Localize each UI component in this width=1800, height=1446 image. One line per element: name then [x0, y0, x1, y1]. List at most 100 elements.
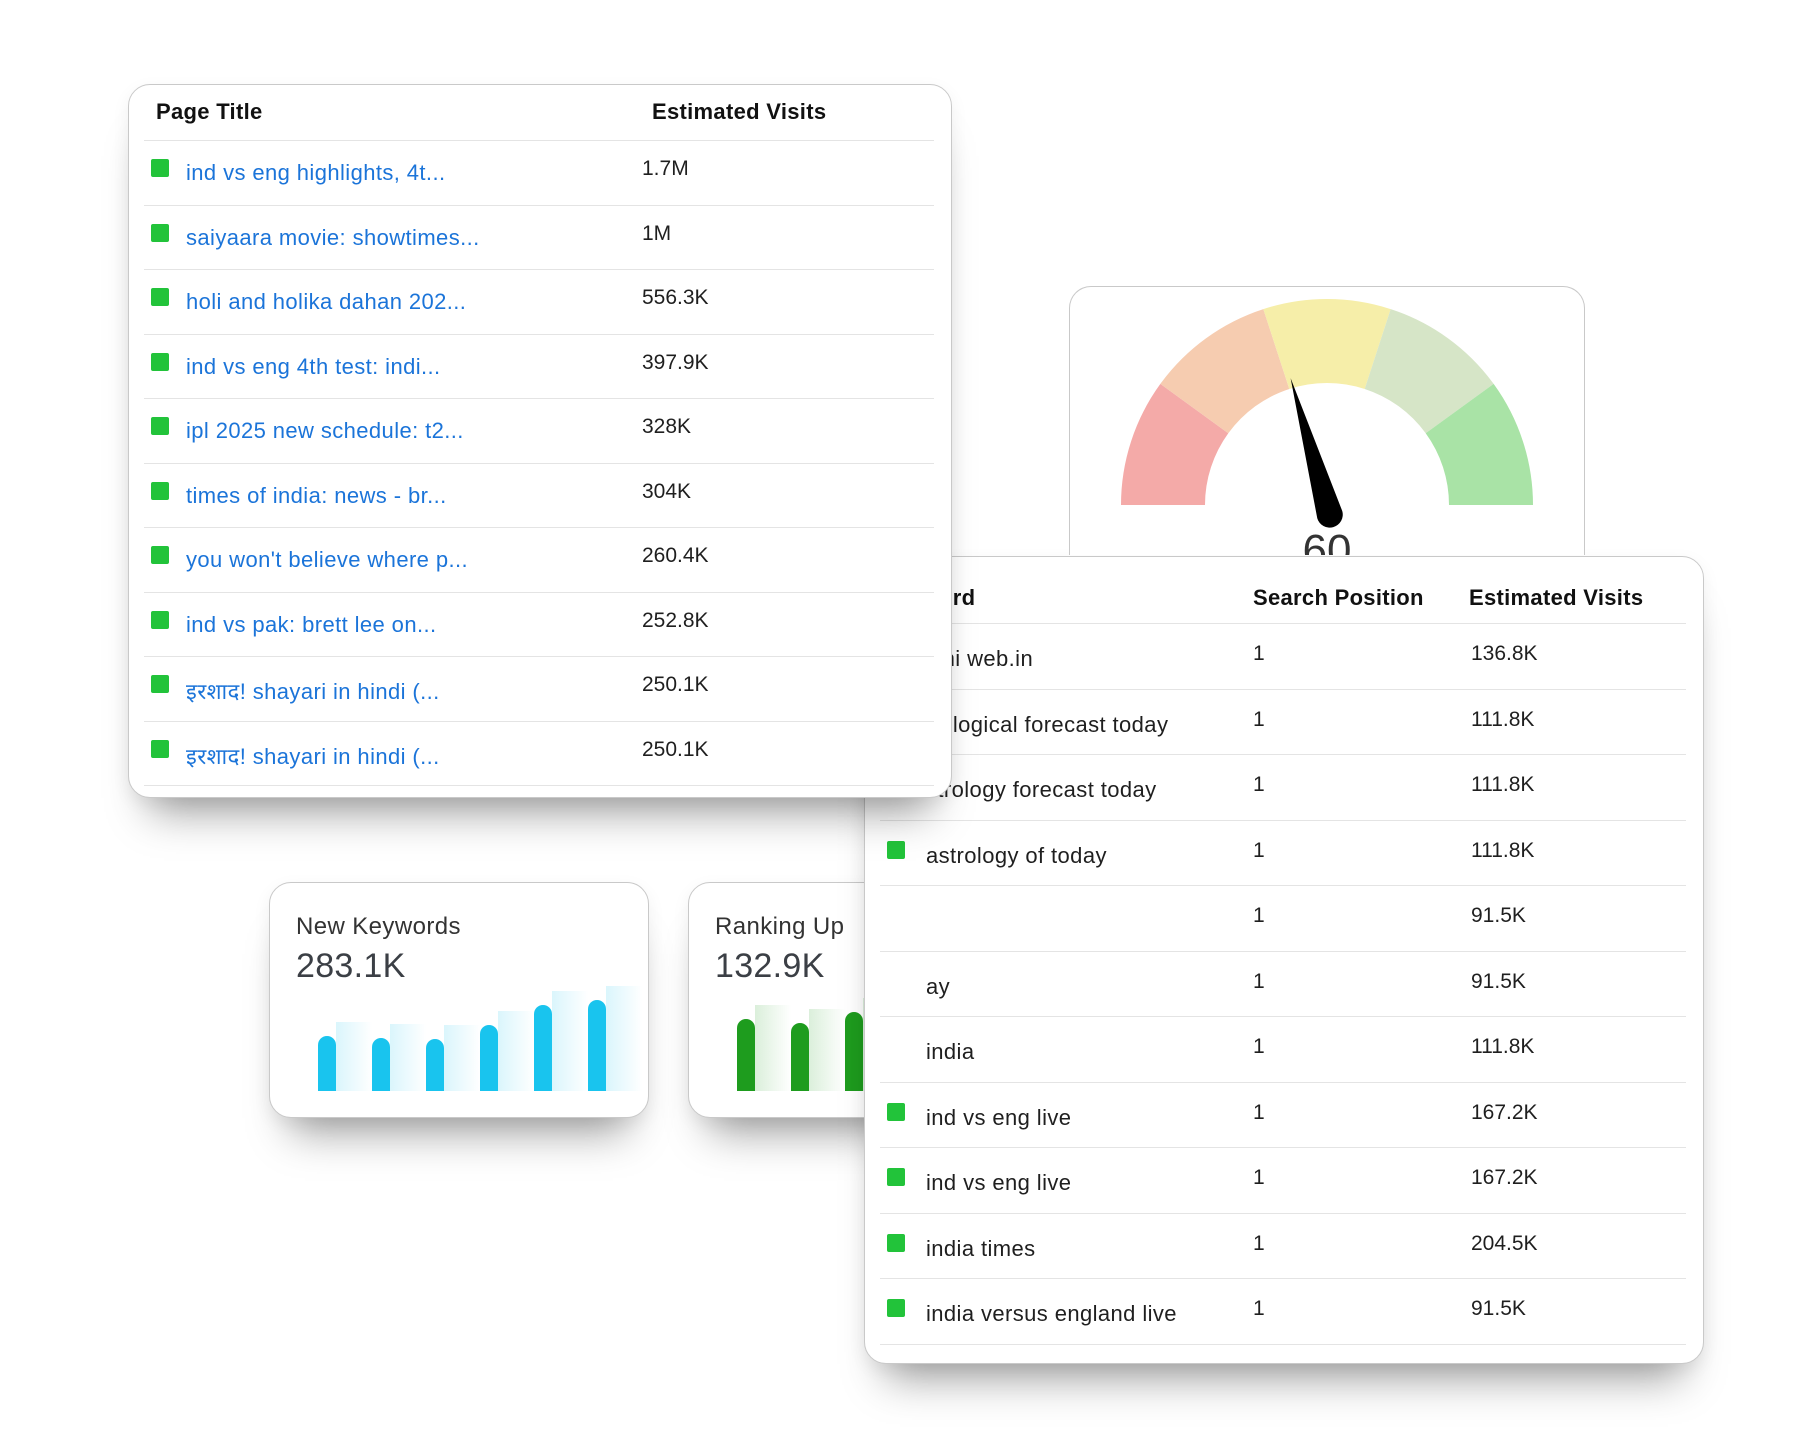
search-position-value: 1: [1253, 969, 1265, 993]
status-square-icon: [887, 1168, 905, 1186]
search-position-value: 1: [1253, 904, 1265, 927]
page-title-link[interactable]: ind vs eng 4th test: indi...: [186, 353, 441, 379]
keyword-text: india times: [926, 1235, 1036, 1261]
table-row: ind vs eng 4th test: indi... 397.9K: [144, 333, 934, 399]
chart-bar: [480, 1025, 498, 1091]
search-position-value: 1: [1253, 838, 1265, 862]
status-square-icon: [151, 288, 169, 306]
speedometer-gauge-icon: [1121, 299, 1533, 528]
bar-glow: [552, 991, 588, 1091]
table-row: ind vs eng live 1 167.2K: [880, 1081, 1686, 1149]
search-position-value: 1: [1253, 1035, 1265, 1058]
bar-glow: [498, 1011, 534, 1091]
bar-glow: [390, 1024, 426, 1091]
table-row: ind vs eng live 1 167.2K: [880, 1147, 1686, 1214]
keyword-text: ay: [926, 973, 951, 999]
table-row: holi and holika dahan 202... 556.3K: [144, 269, 934, 334]
gauge-segment: [1263, 299, 1391, 389]
status-square-icon: [151, 159, 169, 177]
estimated-visits-value: 111.8K: [1471, 1035, 1535, 1058]
estimated-visits-column-header: Estimated Visits: [652, 99, 827, 124]
estimated-visits-value: 1.7M: [642, 157, 689, 180]
page-title-link[interactable]: इरशाद! shayari in hindi (...: [186, 679, 440, 704]
page-title-link[interactable]: इरशाद! shayari in hindi (...: [186, 743, 440, 769]
status-square-icon: [151, 546, 169, 564]
chart-bar: [791, 1023, 809, 1091]
ranking-up-label: Ranking Up: [715, 913, 845, 940]
table-row: 1 91.5K: [880, 885, 1686, 952]
keyword-text: strology forecast today: [926, 777, 1157, 802]
table-row: trological forecast today 1 111.8K: [880, 688, 1686, 756]
status-square-icon: [887, 840, 905, 859]
status-square-icon: [151, 223, 169, 242]
estimated-visits-value: 167.2K: [1471, 1166, 1538, 1189]
status-square-icon: [151, 481, 169, 500]
estimated-visits-value: 91.5K: [1471, 969, 1526, 993]
gauge-segment: [1121, 383, 1229, 505]
table-row: saiyaara movie: showtimes... 1M: [144, 204, 934, 270]
estimated-visits-value: 250.1K: [642, 673, 709, 696]
gauge-segment: [1364, 309, 1494, 434]
estimated-visits-column-header: Estimated Visits: [1469, 585, 1644, 610]
table-row: you won't believe where p... 260.4K: [144, 527, 934, 592]
bar-glow: [606, 986, 642, 1091]
page-title-link[interactable]: ipl 2025 new schedule: t2...: [186, 418, 464, 443]
estimated-visits-value: 556.3K: [642, 286, 709, 309]
bar-glow: [444, 1025, 480, 1091]
search-position-value: 1: [1253, 1231, 1265, 1255]
gauge-segment: [1160, 309, 1290, 434]
chart-bar: [588, 1000, 606, 1091]
chart-bar: [318, 1036, 336, 1091]
page-title-column-header: Page Title: [156, 99, 263, 124]
new-keywords-value: 283.1K: [296, 947, 406, 985]
chart-bar: [845, 1012, 863, 1091]
search-position-value: 1: [1253, 1297, 1265, 1320]
estimated-visits-value: 91.5K: [1471, 904, 1526, 927]
chart-bar: [426, 1039, 444, 1091]
page-title-link[interactable]: saiyaara movie: showtimes...: [186, 224, 480, 250]
page-title-link[interactable]: holi and holika dahan 202...: [186, 289, 467, 314]
table-row: strology forecast today 1 111.8K: [880, 754, 1686, 821]
status-square-icon: [887, 1299, 905, 1317]
table-row: india versus england live 1 91.5K: [880, 1278, 1686, 1345]
page-title-link[interactable]: times of india: news - br...: [186, 482, 447, 508]
table-row: astrology of today 1 111.8K: [880, 819, 1686, 887]
bar-glow: [755, 1005, 791, 1091]
gauge-value: 60: [1302, 526, 1352, 556]
ranking-up-value: 132.9K: [715, 947, 825, 985]
page-title-link[interactable]: you won't believe where p...: [186, 547, 468, 572]
table-divider: [880, 1343, 1686, 1346]
estimated-visits-value: 252.8K: [642, 608, 709, 632]
status-square-icon: [151, 739, 169, 758]
bar-glow: [336, 1022, 372, 1091]
search-position-value: 1: [1253, 773, 1265, 796]
gauge-card: 60: [1069, 286, 1585, 555]
page-title-table-card: Page Title Estimated Visits ind vs eng h…: [128, 84, 952, 798]
status-square-icon: [887, 1233, 905, 1252]
table-row: india times 1 204.5K: [880, 1212, 1686, 1280]
page-title-link[interactable]: ind vs eng highlights, 4t...: [186, 160, 446, 185]
estimated-visits-value: 204.5K: [1471, 1231, 1538, 1255]
estimated-visits-value: 397.9K: [642, 350, 709, 374]
table-row: ind vs pak: brett lee on... 252.8K: [144, 591, 934, 657]
chart-bar: [737, 1019, 755, 1091]
estimated-visits-value: 260.4K: [642, 544, 709, 567]
table-divider: [144, 785, 934, 787]
estimated-visits-value: 111.8K: [1471, 773, 1535, 796]
keyword-text: ind vs eng live: [926, 1104, 1072, 1130]
estimated-visits-value: 91.5K: [1471, 1297, 1526, 1320]
page-title-link[interactable]: ind vs pak: brett lee on...: [186, 611, 437, 637]
keyword-text: india: [926, 1039, 975, 1064]
table-row: india 1 111.8K: [880, 1016, 1686, 1083]
search-position-value: 1: [1253, 642, 1265, 665]
estimated-visits-value: 167.2K: [1471, 1100, 1538, 1124]
estimated-visits-value: 250.1K: [642, 737, 709, 761]
keywords-table-card: ord Search Position Estimated Visits ilm…: [864, 556, 1704, 1364]
table-row: ay 1 91.5K: [880, 950, 1686, 1018]
table-row: ilmi web.in 1 136.8K: [880, 623, 1686, 690]
status-square-icon: [151, 352, 169, 371]
search-position-value: 1: [1253, 707, 1265, 731]
status-square-icon: [151, 675, 169, 693]
gauge-needle: [1290, 378, 1343, 528]
new-keywords-bar-chart: [300, 981, 642, 1091]
